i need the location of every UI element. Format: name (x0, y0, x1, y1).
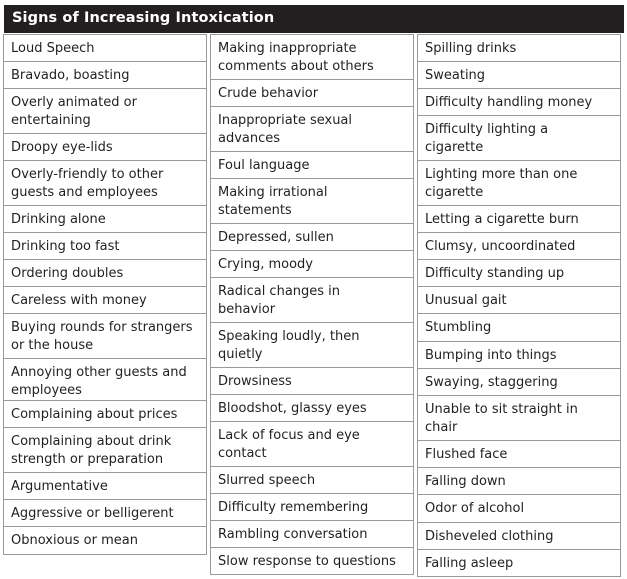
table-cell: Radical changes in behavior (210, 277, 414, 323)
table-cell: Rambling conversation (210, 520, 414, 548)
table-cell: Foul language (210, 151, 414, 179)
table-cell: Ordering doubles (3, 259, 207, 287)
table-cell: Letting a cigarette burn (417, 205, 621, 233)
table-cell: Bloodshot, glassy eyes (210, 394, 414, 422)
table-cell: Careless with money (3, 286, 207, 314)
table-cell: Complaining about drink strength or prep… (3, 427, 207, 473)
table-cell: Making irrational statements (210, 178, 414, 224)
table-cell: Spilling drinks (417, 34, 621, 62)
table-cell: Difficulty standing up (417, 259, 621, 287)
table-cell: Sweating (417, 61, 621, 89)
table-cell: Difficulty handling money (417, 88, 621, 116)
table-cell: Overly animated or entertaining (3, 88, 207, 134)
table-cell: Complaining about prices (3, 400, 207, 428)
table-cell: Disheveled clothing (417, 522, 621, 550)
table-cell: Bravado, boasting (3, 61, 207, 89)
table-cell: Difficulty lighting a cigarette (417, 115, 621, 161)
table-cell: Drinking alone (3, 205, 207, 233)
table-header: Signs of Increasing Intoxication (4, 5, 624, 33)
table-cell: Slow response to questions (210, 547, 414, 575)
table-cell: Difficulty remembering (210, 493, 414, 521)
table-cell: Clumsy, uncoordinated (417, 232, 621, 260)
table-cell: Unable to sit straight in chair (417, 395, 621, 441)
table-cell: Depressed, sullen (210, 223, 414, 251)
table-cell: Odor of alcohol (417, 494, 621, 523)
table-cell: Stumbling (417, 313, 621, 342)
table-cell: Bumping into things (417, 341, 621, 369)
table-cell: Making inappropriate comments about othe… (210, 34, 414, 80)
table-cell: Speaking loudly, then quietly (210, 322, 414, 368)
table-cell: Droopy eye-lids (3, 133, 207, 161)
table-cell: Loud Speech (3, 34, 207, 62)
table-cell: Falling asleep (417, 549, 621, 577)
table-cell: Obnoxious or mean (3, 526, 207, 555)
table-cell: Inappropriate sexual advances (210, 106, 414, 152)
table-cell: Unusual gait (417, 286, 621, 314)
table-cell: Aggressive or belligerent (3, 499, 207, 527)
table-cell: Lighting more than one cigarette (417, 160, 621, 206)
table-cell: Drinking too fast (3, 232, 207, 260)
table-cell: Overly-friendly to other guests and empl… (3, 160, 207, 206)
table-cell: Argumentative (3, 472, 207, 500)
table-cell: Drowsiness (210, 367, 414, 395)
table-title: Signs of Increasing Intoxication (12, 10, 275, 26)
table-cell: Falling down (417, 467, 621, 495)
table-cell: Flushed face (417, 440, 621, 468)
table-cell: Buying rounds for strangers or the house (3, 313, 207, 359)
table-cell: Crude behavior (210, 79, 414, 107)
table-cell: Slurred speech (210, 466, 414, 494)
table-cell: Crying, moody (210, 250, 414, 278)
table-cell: Swaying, staggering (417, 368, 621, 396)
table-cell: Lack of focus and eye contact (210, 421, 414, 467)
table-cell: Annoying other guests and employees (3, 358, 207, 401)
